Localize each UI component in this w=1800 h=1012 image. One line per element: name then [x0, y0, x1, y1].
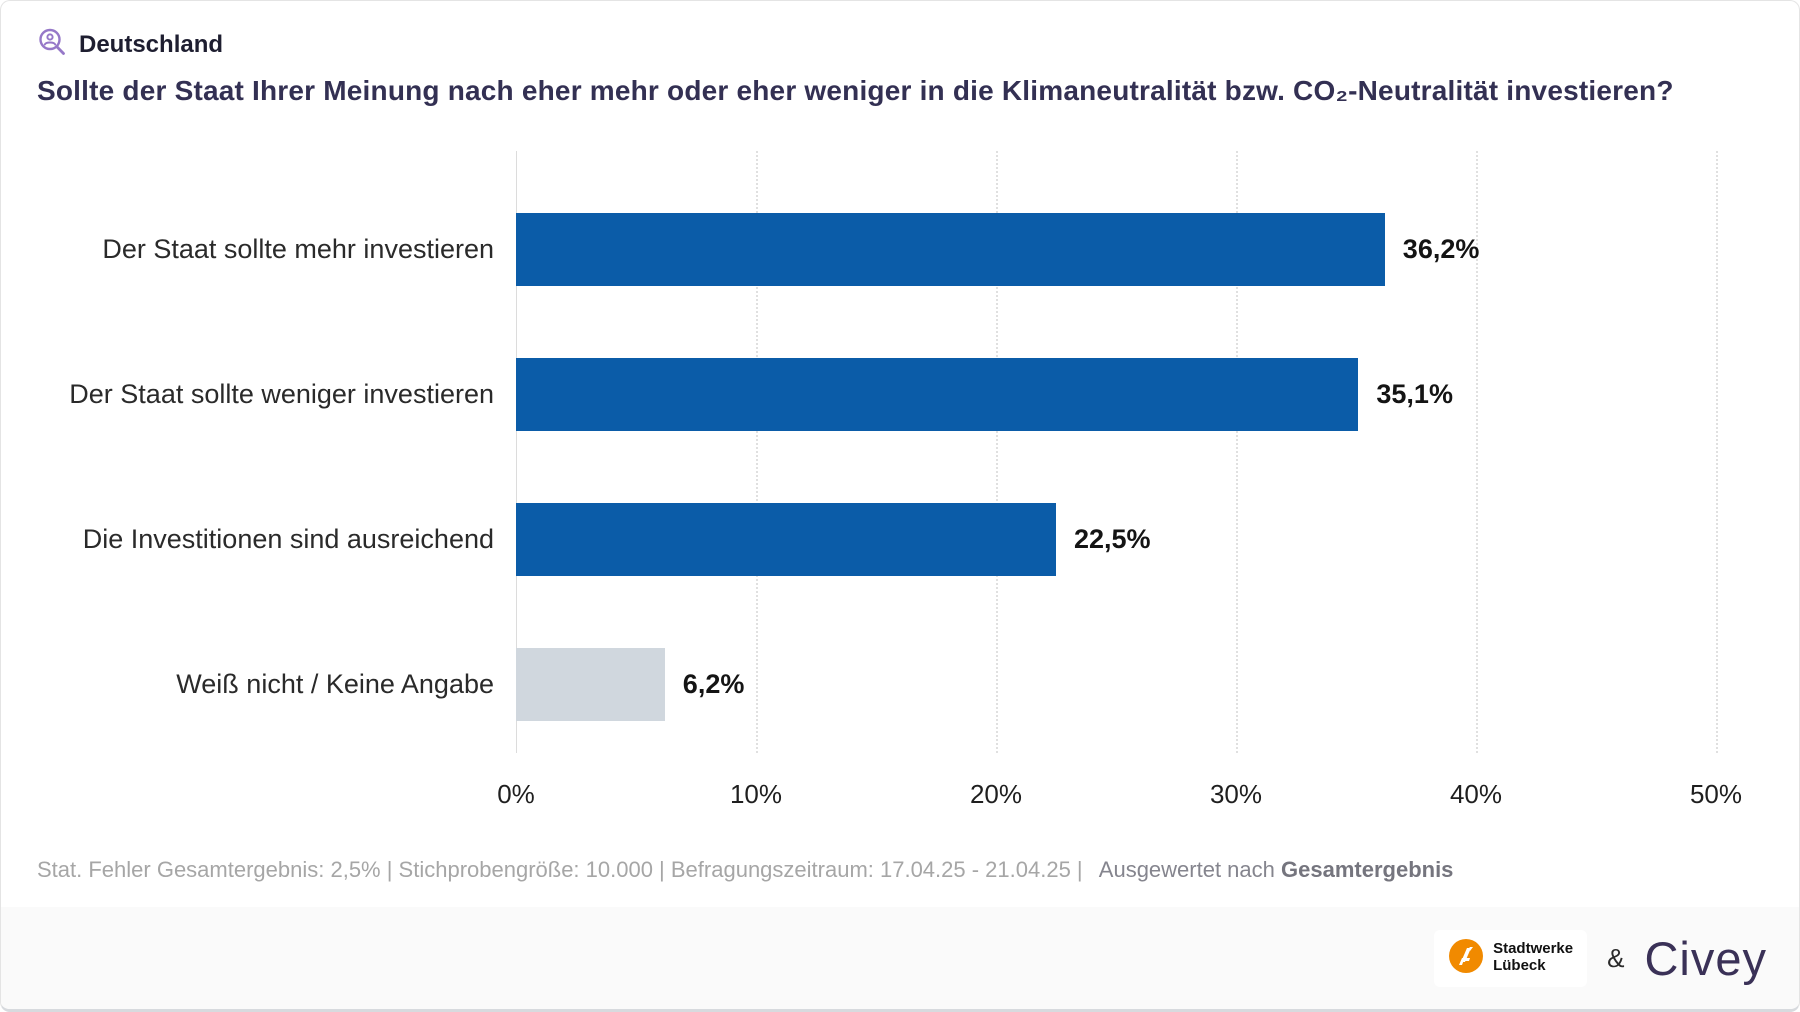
gridline-40	[1476, 151, 1478, 753]
bar	[516, 503, 1056, 576]
bar-row: Weiß nicht / Keine Angabe 6,2%	[1, 612, 1799, 757]
card-header: Deutschland Sollte der Staat Ihrer Meinu…	[1, 1, 1799, 151]
category-label: Weiß nicht / Keine Angabe	[176, 669, 494, 699]
gridline-30	[1236, 151, 1238, 753]
gridline-10	[756, 151, 758, 753]
category-label: Die Investitionen sind ausreichend	[82, 524, 494, 554]
bar-value-label: 36,2%	[1402, 234, 1480, 264]
x-tick-label: 0%	[497, 779, 535, 809]
bar-rows: Der Staat sollte mehr investieren 36,2% …	[1, 151, 1799, 757]
bar-row: Der Staat sollte weniger investieren 35,…	[1, 322, 1799, 467]
category-label: Der Staat sollte mehr investieren	[102, 234, 494, 264]
x-axis: 0% 10% 20% 30% 40% 50%	[497, 765, 1742, 829]
x-tick-label: 20%	[969, 779, 1023, 809]
bar-value-label: 6,2%	[682, 669, 745, 699]
bar-value-label: 35,1%	[1376, 379, 1453, 409]
ampersand: &	[1607, 942, 1625, 973]
gridline-20	[996, 151, 998, 753]
bar-track: 35,1%	[516, 358, 1786, 431]
x-tick-label: 50%	[1689, 779, 1743, 809]
branding-footer: Stadtwerke Lübeck & Civey	[1, 907, 1799, 1009]
partner-name-line1: Stadtwerke	[1493, 940, 1574, 958]
bar-chart: Der Staat sollte mehr investieren 36,2% …	[1, 151, 1799, 829]
partner-name: Stadtwerke Lübeck	[1493, 940, 1574, 975]
bar-track: 36,2%	[516, 213, 1786, 286]
x-tick-label: 10%	[729, 779, 783, 809]
footnote-stats: Stat. Fehler Gesamtergebnis: 2,5% | Stic…	[37, 857, 1083, 882]
gridline-0	[516, 151, 517, 753]
person-search-icon	[37, 27, 67, 62]
bar	[516, 358, 1359, 431]
bar	[516, 213, 1385, 286]
gridline-50	[1716, 151, 1718, 753]
bar-track: 22,5%	[516, 503, 1786, 576]
category-label: Der Staat sollte weniger investieren	[69, 379, 494, 409]
region-row: Deutschland	[37, 27, 1763, 62]
footnote-evaluated-prefix: Ausgewertet nach	[1098, 857, 1275, 882]
partner-name-line2: Lübeck	[1493, 957, 1546, 974]
footnote: Stat. Fehler Gesamtergebnis: 2,5% | Stic…	[1, 829, 1799, 883]
bar-track: 6,2%	[516, 648, 1786, 721]
partner-logo: Stadtwerke Lübeck	[1434, 929, 1588, 987]
x-tick-label: 40%	[1449, 779, 1503, 809]
bar	[516, 648, 665, 721]
civey-logo: Civey	[1644, 931, 1767, 985]
question-title: Sollte der Staat Ihrer Meinung nach eher…	[37, 75, 1674, 106]
footnote-evaluated-value: Gesamtergebnis	[1281, 857, 1454, 882]
bar-value-label: 22,5%	[1074, 524, 1151, 554]
bar-row: Der Staat sollte mehr investieren 36,2%	[1, 177, 1799, 322]
region-label: Deutschland	[79, 30, 224, 58]
stadtwerke-luebeck-icon	[1448, 938, 1484, 979]
gridlines	[516, 151, 1718, 753]
x-tick-label: 30%	[1209, 779, 1263, 809]
bar-row: Die Investitionen sind ausreichend 22,5%	[1, 467, 1799, 612]
